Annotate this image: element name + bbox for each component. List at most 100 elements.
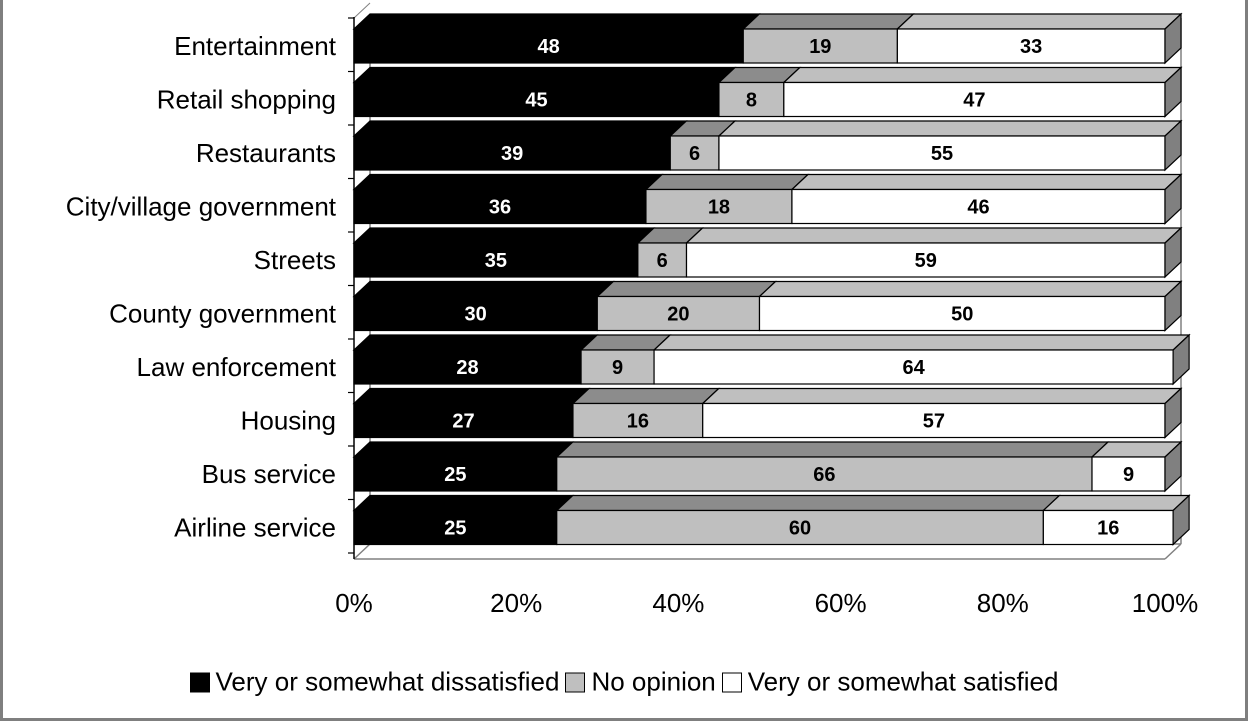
bar-retail-shopping-very-or-somewhat-satisfied [783, 81, 1166, 118]
bar-side-streets [1164, 226, 1182, 279]
x-tick-label-40: 40% [652, 588, 704, 618]
bar-bus-service-very-or-somewhat-satisfied [1091, 456, 1166, 492]
bar-side-restaurants [1164, 119, 1182, 172]
bar-top-housing-very-or-somewhat-dissatisfied [352, 387, 591, 405]
bar-top-bus-service-very-or-somewhat-dissatisfied [352, 441, 575, 458]
legend-label: No opinion [591, 666, 716, 697]
bar-streets-very-or-somewhat-dissatisfied [353, 242, 639, 278]
bar-top-retail-shopping-very-or-somewhat-dissatisfied [352, 66, 737, 84]
bar-housing-no-opinion [572, 402, 704, 439]
bar-county-government-no-opinion [596, 295, 761, 332]
bar-side-entertainment [1164, 12, 1182, 65]
bar-side-county-government [1164, 280, 1182, 332]
legend-item-very-or-somewhat-satisfied: Very or somewhat satisfied [721, 666, 1059, 698]
x-tick-label-60: 60% [815, 588, 867, 618]
bar-top-city-village-government-very-or-somewhat-dissatisfied [352, 173, 664, 191]
bar-top-law-enforcement-very-or-somewhat-dissatisfied [352, 334, 599, 351]
legend: Very or somewhat dissatisfied No opinion V… [0, 667, 1248, 704]
floor-right-edge [1164, 543, 1182, 560]
legend-label: Very or somewhat satisfied [747, 666, 1059, 697]
bar-top-county-government-no-opinion [595, 280, 778, 298]
data-label-airline-service-very-or-somewhat-satisfied: 16 [1097, 518, 1119, 540]
data-label-bus-service-no-opinion: 66 [813, 464, 835, 486]
data-label-restaurants-no-opinion: 6 [689, 143, 700, 165]
bar-top-county-government-very-or-somewhat-dissatisfied [352, 280, 615, 298]
chart-bars: 48 19 33 45 8 47 39 6 55 36 18 46 35 6 59 30 20 50 28 9 64 27… [352, 12, 1191, 546]
bar-top-housing-very-or-somewhat-satisfied [701, 387, 1183, 405]
data-label-entertainment-very-or-somewhat-dissatisfied: 48 [538, 36, 560, 58]
bar-restaurants-no-opinion [669, 135, 720, 171]
data-label-restaurants-very-or-somewhat-satisfied: 55 [931, 143, 953, 165]
bar-airline-service-no-opinion [556, 509, 1044, 546]
bar-airline-service-very-or-somewhat-satisfied [1042, 509, 1174, 546]
data-label-streets-no-opinion: 6 [657, 250, 668, 272]
data-label-bus-service-very-or-somewhat-dissatisfied: 25 [444, 464, 466, 486]
bar-law-enforcement-very-or-somewhat-satisfied [653, 349, 1174, 385]
bar-side-housing [1164, 387, 1182, 439]
category-label-retail-shopping: Retail shopping [157, 85, 336, 115]
bar-county-government-very-or-somewhat-dissatisfied [353, 295, 598, 332]
legend-label: Very or somewhat dissatisfied [215, 666, 560, 697]
chart-axes: Entertainment Retail shopping Restaurants C… [66, 17, 1198, 618]
legend-item-no-opinion: No opinion [565, 666, 716, 698]
bar-top-housing-no-opinion [571, 387, 721, 405]
data-label-airline-service-no-opinion: 60 [789, 518, 811, 540]
bar-top-retail-shopping-very-or-somewhat-satisfied [782, 66, 1183, 84]
bar-side-airline-service [1172, 494, 1190, 546]
bar-city-village-government-very-or-somewhat-dissatisfied [353, 188, 647, 225]
x-tick-label-20: 20% [490, 588, 542, 618]
bar-county-government-very-or-somewhat-satisfied [758, 295, 1166, 332]
bar-bus-service-no-opinion [556, 456, 1093, 492]
legend-swatch [721, 672, 742, 692]
data-label-restaurants-very-or-somewhat-dissatisfied: 39 [501, 143, 523, 165]
data-label-law-enforcement-no-opinion: 9 [612, 357, 623, 379]
bar-law-enforcement-very-or-somewhat-dissatisfied [353, 349, 582, 385]
bar-law-enforcement-no-opinion [580, 349, 655, 385]
data-label-streets-very-or-somewhat-dissatisfied: 35 [485, 250, 507, 272]
category-label-restaurants: Restaurants [196, 138, 336, 168]
data-label-city-village-government-very-or-somewhat-dissatisfied: 36 [489, 197, 511, 219]
bar-top-entertainment-very-or-somewhat-satisfied [895, 13, 1183, 30]
x-tick-label-100: 100% [1132, 588, 1199, 618]
legend-item-very-or-somewhat-dissatisfied: Very or somewhat dissatisfied [189, 666, 560, 698]
wall-edge [353, 2, 371, 19]
category-label-city-village-government: City/village government [66, 192, 337, 222]
bar-side-city-village-government [1164, 173, 1182, 225]
bar-top-airline-service-very-or-somewhat-dissatisfied [352, 494, 575, 512]
category-label-housing: Housing [241, 406, 336, 436]
category-label-entertainment: Entertainment [174, 31, 337, 61]
data-label-entertainment-no-opinion: 19 [809, 36, 831, 58]
data-label-retail-shopping-no-opinion: 8 [746, 90, 757, 112]
bar-retail-shopping-very-or-somewhat-dissatisfied [353, 81, 720, 118]
bar-top-entertainment-very-or-somewhat-dissatisfied [352, 13, 761, 30]
data-label-airline-service-very-or-somewhat-dissatisfied: 25 [444, 518, 466, 540]
bar-side-law-enforcement [1172, 333, 1190, 386]
bar-streets-no-opinion [637, 242, 688, 278]
bar-top-restaurants-very-or-somewhat-satisfied [717, 120, 1183, 137]
data-label-retail-shopping-very-or-somewhat-satisfied: 47 [963, 90, 985, 112]
bar-retail-shopping-no-opinion [718, 81, 785, 118]
legend-swatch [189, 672, 210, 692]
floor-left-edge [353, 543, 371, 560]
bar-top-airline-service-no-opinion [555, 494, 1061, 512]
bar-top-entertainment-no-opinion [741, 13, 915, 30]
data-label-streets-very-or-somewhat-satisfied: 59 [915, 250, 937, 272]
bar-bus-service-very-or-somewhat-dissatisfied [353, 456, 558, 492]
bar-entertainment-no-opinion [742, 28, 898, 64]
category-label-streets: Streets [254, 245, 336, 275]
bar-top-county-government-very-or-somewhat-satisfied [757, 280, 1183, 298]
bar-top-restaurants-very-or-somewhat-dissatisfied [352, 120, 688, 137]
data-label-law-enforcement-very-or-somewhat-dissatisfied: 28 [456, 357, 478, 379]
data-label-retail-shopping-very-or-somewhat-dissatisfied: 45 [525, 90, 547, 112]
data-label-county-government-very-or-somewhat-satisfied: 50 [951, 304, 973, 326]
data-label-city-village-government-very-or-somewhat-satisfied: 46 [967, 197, 989, 219]
bar-restaurants-very-or-somewhat-dissatisfied [353, 135, 671, 171]
x-tick-label-80: 80% [977, 588, 1029, 618]
category-label-airline-service: Airline service [174, 513, 336, 543]
data-label-housing-no-opinion: 16 [627, 411, 649, 433]
data-label-housing-very-or-somewhat-satisfied: 57 [923, 411, 945, 433]
data-label-county-government-no-opinion: 20 [667, 304, 689, 326]
bar-top-law-enforcement-very-or-somewhat-satisfied [652, 334, 1191, 351]
